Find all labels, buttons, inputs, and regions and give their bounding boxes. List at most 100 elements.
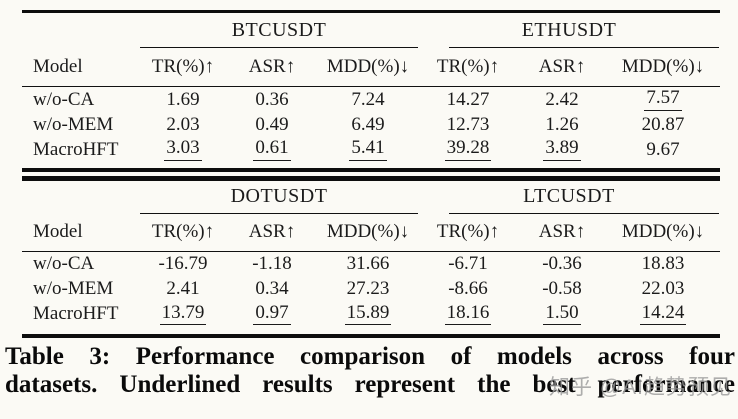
column-header-asr-btc: ASR↑ [248,56,296,77]
cmidrule-ethusdt [449,47,719,48]
metric-value: 1.69 [166,88,200,110]
table-panel-btc-eth: BTCUSDT ETHUSDT Model TR(%)↑ ASR↑ MDD(%)… [22,13,720,168]
column-header-mdd-btc: MDD(%)↓ [326,56,410,77]
table-cell: -8.66 [418,277,518,302]
model-name: w/o-CA [33,88,95,110]
table-cell: 2.03 [140,112,226,137]
model-name: w/o-MEM [33,113,114,135]
column-header-mdd-ltc: MDD(%)↓ [621,221,705,242]
bottom-rule [22,333,720,338]
page: { "page": { "background": "#fbfaf5" }, "… [0,10,738,419]
table-cell: -16.79 [140,252,226,277]
cmidrule-ltcusdt [449,212,719,214]
metric-value: 1.26 [545,113,579,135]
metric-value: 18.83 [641,253,685,275]
table-cell: 22.03 [606,277,720,302]
metric-value: 15.89 [344,302,392,326]
model-name: w/o-CA [33,253,95,275]
caption-line-1: Table 3: Performance comparison of model… [5,342,735,370]
model-name: MacroHFT [33,138,119,160]
metric-value: 7.57 [644,88,682,111]
model-name: MacroHFT [33,303,119,325]
table-cell: 20.87 [606,112,720,137]
cmidrule-dotusdt [140,212,418,214]
metric-value: 18.16 [444,302,492,326]
metric-value: 2.42 [545,88,579,110]
column-header-asr-dot: ASR↑ [248,221,296,242]
column-header-mdd-dot: MDD(%)↓ [326,221,410,242]
panel-bottom-padding [22,327,720,334]
table-cell: 0.36 [226,87,318,112]
caption-line-2: datasets. Underlined results represent t… [5,370,735,398]
metric-value: 2.41 [166,278,200,300]
column-header-asr-eth: ASR↑ [538,56,586,77]
table-cell: 18.83 [606,252,720,277]
metric-value: 6.49 [351,113,385,135]
cmidrule-btcusdt [140,47,418,48]
metric-value: 1.50 [543,302,581,326]
table-caption: Table 3: Performance comparison of model… [5,343,735,399]
model-name: w/o-MEM [33,278,114,300]
model-name-cell: w/o-MEM [22,277,140,302]
column-header-mdd-eth: MDD(%)↓ [621,56,705,77]
table-cell: -1.18 [226,252,318,277]
column-header-tr-ltc: TR(%)↑ [436,221,500,242]
table-cell: 6.49 [318,112,418,137]
table-cell: 3.89 [518,137,606,162]
table-cell: -6.71 [418,252,518,277]
metric-value: -8.66 [448,278,488,300]
model-name-cell: w/o-CA [22,252,140,277]
metric-value: -1.18 [252,253,292,275]
table-cell: -0.36 [518,252,606,277]
table-cell: 0.97 [226,302,318,327]
table-panel-dot-ltc: DOTUSDT LTCUSDT Model TR(%)↑ ASR↑ MDD(%)… [22,181,720,334]
table-cell: 12.73 [418,112,518,137]
metric-value: 0.49 [255,113,289,135]
metric-value: 22.03 [641,278,685,300]
metric-value: 0.61 [253,138,291,161]
column-header-tr-eth: TR(%)↑ [436,56,500,77]
table-cell: 7.24 [318,87,418,112]
metric-value: 0.97 [253,302,291,326]
metric-value: 9.67 [646,138,680,160]
metric-value: -16.79 [158,253,208,275]
table-cell: -0.58 [518,277,606,302]
column-header-model: Model [33,56,83,77]
metric-value: -0.58 [542,278,582,300]
table-cell: 1.50 [518,302,606,327]
table-cell: 9.67 [606,137,720,162]
model-name-cell: w/o-MEM [22,112,140,137]
metric-value: 3.03 [164,138,202,161]
metric-value: 14.24 [639,302,687,326]
table-cell: 2.41 [140,277,226,302]
metric-value: -0.36 [542,253,582,275]
column-header-tr-btc: TR(%)↑ [151,56,215,77]
column-header-asr-ltc: ASR↑ [538,221,586,242]
metric-value: 12.73 [446,113,490,135]
metric-value: 5.41 [349,138,387,161]
table-cell: 0.61 [226,137,318,162]
metric-value: 27.23 [346,278,390,300]
metric-value: 3.89 [543,138,581,161]
model-name-cell: MacroHFT [22,302,140,327]
performance-table: BTCUSDT ETHUSDT Model TR(%)↑ ASR↑ MDD(%)… [22,10,720,338]
metric-value: 39.28 [444,138,492,161]
group-header-ltcusdt: LTCUSDT [523,185,615,207]
metric-value: 20.87 [641,113,685,135]
group-header-btcusdt: BTCUSDT [231,18,327,41]
table-cell: 14.27 [418,87,518,112]
top-rule [22,10,720,13]
model-name-cell: MacroHFT [22,137,140,162]
table-cell: 27.23 [318,277,418,302]
metric-value: 0.34 [255,278,289,300]
metric-value: 13.79 [159,302,207,326]
table-cell: 14.24 [606,302,720,327]
table-cell: 2.42 [518,87,606,112]
table-cell: 1.26 [518,112,606,137]
group-header-dotusdt: DOTUSDT [230,185,328,207]
table-cell: 5.41 [318,137,418,162]
column-header-tr-dot: TR(%)↑ [151,221,215,242]
table-cell: 1.69 [140,87,226,112]
metric-value: 2.03 [166,113,200,135]
header-rule [22,86,720,87]
